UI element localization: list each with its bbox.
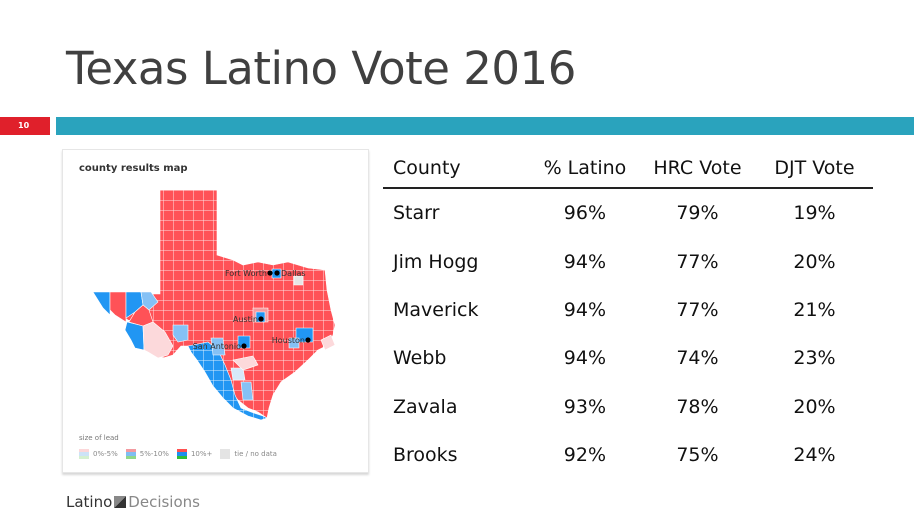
svg-text:San Antonio: San Antonio — [193, 342, 241, 351]
map-title: county results map — [79, 163, 188, 174]
county-name: Zavala — [393, 395, 458, 418]
swatch-0-5 — [79, 449, 89, 459]
logo-mark-icon — [114, 496, 127, 508]
pct-latino: 94% — [563, 347, 607, 370]
table-row: Webb 94% 74% 23% — [383, 334, 873, 382]
table-row: Starr 96% 79% 19% — [383, 188, 873, 237]
legend-item-0-5: 0%-5% — [79, 449, 118, 459]
legend-label: tie / no data — [234, 450, 277, 458]
city-san-antonio: San Antonio — [193, 342, 247, 351]
pct-latino: 96% — [563, 202, 607, 225]
table-row: Brooks 92% 75% 24% — [383, 431, 873, 479]
legend-label: 5%-10% — [139, 450, 169, 458]
header-djt-vote: DJT Vote — [755, 148, 873, 189]
county-name: Webb — [393, 347, 447, 370]
djt-vote: 21% — [793, 298, 836, 321]
djt-vote: 20% — [793, 395, 836, 418]
legend-label: 0%-5% — [93, 450, 118, 458]
swatch-10-plus — [176, 449, 187, 459]
djt-vote: 20% — [793, 250, 836, 273]
city-fort-worth: Fort Worth — [225, 269, 273, 278]
hrc-vote: 79% — [676, 202, 719, 225]
hrc-vote: 78% — [676, 395, 719, 418]
legend-title: size of lead — [79, 434, 119, 442]
county-name: Jim Hogg — [393, 250, 479, 273]
legend-item-tie: tie / no data — [220, 449, 277, 459]
table-row: Zavala 93% 78% 20% — [383, 383, 873, 431]
city-dallas: Dallas — [274, 269, 306, 278]
pct-latino: 93% — [563, 395, 607, 418]
legend-label: 10%+ — [190, 450, 213, 458]
hrc-vote: 74% — [676, 347, 719, 370]
pct-latino: 94% — [563, 250, 607, 273]
county-results-map-card: county results map — [62, 149, 369, 473]
page-number-badge: 10 — [0, 117, 50, 135]
svg-text:Fort Worth: Fort Worth — [225, 269, 267, 278]
hrc-vote: 75% — [676, 444, 719, 467]
table-row: Jim Hogg 94% 77% 20% — [383, 237, 873, 285]
slide-title: Texas Latino Vote 2016 — [66, 42, 576, 95]
county-name: Starr — [393, 202, 440, 225]
header-county: County — [383, 148, 531, 189]
legend-item-5-10: 5%-10% — [125, 449, 169, 459]
texas-county-map: Fort Worth Dallas Austin Houston San Ant… — [91, 189, 336, 421]
svg-text:Dallas: Dallas — [281, 269, 306, 278]
svg-text:Houston: Houston — [272, 336, 305, 345]
county-name: Maverick — [393, 298, 479, 321]
djt-vote: 24% — [793, 444, 836, 467]
legend-item-10-plus: 10%+ — [176, 449, 213, 459]
hrc-vote: 77% — [676, 250, 719, 273]
djt-vote: 19% — [793, 202, 836, 225]
latino-decisions-logo: Latino Decisions — [66, 493, 200, 511]
city-austin: Austin — [233, 315, 264, 324]
svg-text:Austin: Austin — [233, 315, 258, 324]
accent-bar — [56, 117, 914, 135]
djt-vote: 23% — [793, 347, 836, 370]
county-vote-table: County % Latino HRC Vote DJT Vote Starr … — [383, 148, 873, 479]
city-houston: Houston — [272, 336, 311, 345]
swatch-5-10 — [125, 449, 136, 459]
header-pct-latino: % Latino — [530, 148, 639, 189]
table-header-row: County % Latino HRC Vote DJT Vote — [383, 148, 873, 189]
hrc-vote: 77% — [676, 298, 719, 321]
table-row: Maverick 94% 77% 21% — [383, 286, 873, 334]
logo-text-bold: Latino — [66, 493, 113, 511]
pct-latino: 92% — [563, 444, 607, 467]
header-hrc-vote: HRC Vote — [638, 148, 756, 189]
logo-text-light: Decisions — [128, 493, 200, 511]
pct-latino: 94% — [563, 298, 607, 321]
county-name: Brooks — [393, 444, 458, 467]
swatch-tie — [220, 449, 231, 459]
map-legend: 0%-5% 5%-10% 10%+ tie / no data — [79, 449, 277, 459]
